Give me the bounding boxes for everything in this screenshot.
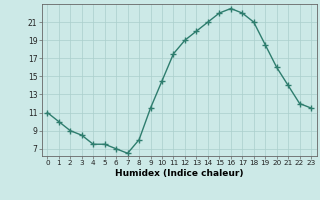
X-axis label: Humidex (Indice chaleur): Humidex (Indice chaleur)	[115, 169, 244, 178]
